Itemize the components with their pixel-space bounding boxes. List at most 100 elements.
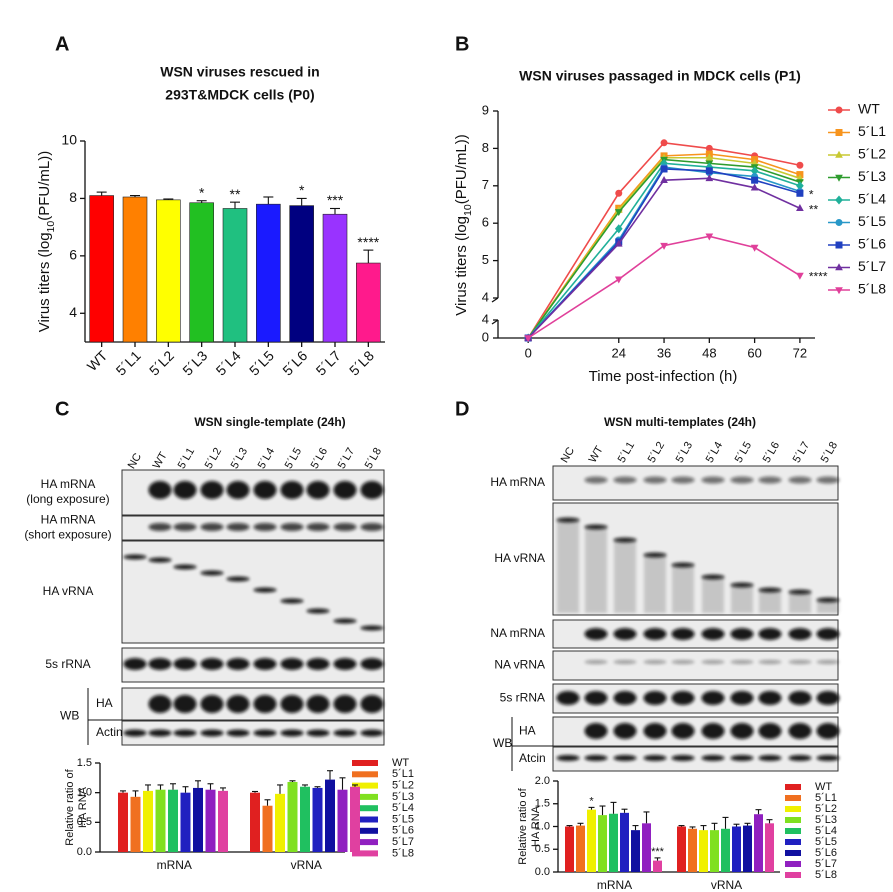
y-axis-label: Relative ratio of xyxy=(64,768,76,845)
band xyxy=(173,695,197,713)
y-tick-label: 5 xyxy=(482,252,489,267)
bar xyxy=(275,793,285,852)
band xyxy=(280,658,304,670)
band xyxy=(333,695,357,713)
significance: * xyxy=(299,182,305,198)
significance: * xyxy=(809,187,814,201)
marker xyxy=(796,181,804,191)
band xyxy=(816,660,840,664)
legend-swatch xyxy=(785,795,801,801)
bar xyxy=(631,830,640,872)
smear xyxy=(557,520,579,613)
smear xyxy=(672,565,694,613)
band xyxy=(306,608,330,614)
legend-swatch xyxy=(352,850,378,857)
row-label: HA vRNA xyxy=(494,551,545,565)
significance: ** xyxy=(809,202,819,216)
legend-label: 5´L8 xyxy=(858,281,886,297)
significance: **** xyxy=(357,234,379,250)
legend-swatch xyxy=(352,760,378,766)
band xyxy=(333,481,357,499)
band xyxy=(360,658,384,670)
y-tick-label: 0.0 xyxy=(77,846,92,858)
row-label: 5s rRNA xyxy=(500,691,545,705)
y-tick-label: 4 xyxy=(482,289,489,304)
band xyxy=(200,570,224,576)
bar xyxy=(193,787,203,852)
legend-swatch xyxy=(352,782,378,789)
band xyxy=(226,481,250,499)
band xyxy=(730,691,754,705)
marker xyxy=(705,153,714,161)
bar xyxy=(688,828,697,872)
band xyxy=(253,481,277,499)
y-tick-label: 10 xyxy=(61,132,77,148)
legend-swatch xyxy=(785,817,801,823)
band xyxy=(671,628,695,640)
y-tick-label: 1.5 xyxy=(77,757,92,769)
label-part: Virus titers (log xyxy=(36,232,53,332)
band xyxy=(701,574,725,580)
y-tick-label: 2.0 xyxy=(535,775,550,787)
wb-row-label: Atcin xyxy=(519,751,546,765)
band xyxy=(758,628,782,640)
x-tick-label: mRNA xyxy=(157,858,192,872)
bar xyxy=(168,789,178,852)
marker xyxy=(705,233,714,241)
legend-swatch xyxy=(785,806,801,812)
marker xyxy=(660,158,668,168)
band xyxy=(643,476,667,484)
legend-label: 5´L5 xyxy=(815,836,837,848)
x-tick-label: 48 xyxy=(702,345,716,360)
band xyxy=(758,660,782,664)
band xyxy=(788,755,812,761)
y-tick-label: 0.0 xyxy=(535,866,550,878)
marker xyxy=(705,174,714,182)
marker xyxy=(751,176,759,184)
bar xyxy=(642,823,651,872)
band xyxy=(173,564,197,570)
axis-break xyxy=(491,297,499,303)
band xyxy=(701,476,725,484)
bar xyxy=(609,813,618,872)
blot-title: WSN single-template (24h) xyxy=(194,415,345,429)
blot-title: WSN multi-templates (24h) xyxy=(604,415,756,429)
y-tick-label: 6 xyxy=(69,247,77,263)
bar xyxy=(587,809,596,872)
band xyxy=(173,523,197,531)
marker xyxy=(796,272,804,280)
y-tick-label: 8 xyxy=(69,189,77,205)
blot-panel xyxy=(121,540,385,644)
bar xyxy=(356,262,381,343)
row-label: (short exposure) xyxy=(24,528,111,542)
band xyxy=(584,476,608,484)
marker xyxy=(835,150,843,158)
band xyxy=(226,695,250,713)
band xyxy=(556,691,580,705)
band xyxy=(253,523,277,531)
band xyxy=(148,658,172,670)
smear xyxy=(585,527,607,613)
smear xyxy=(817,600,839,613)
band xyxy=(613,723,637,739)
band xyxy=(148,695,172,713)
y-axis-label: Relative ratio of xyxy=(517,787,529,864)
marker xyxy=(835,263,843,271)
x-tick-label: 0 xyxy=(525,345,532,360)
band xyxy=(280,598,304,604)
series-line xyxy=(527,177,801,339)
legend-swatch xyxy=(352,805,378,812)
panel-label: C xyxy=(55,398,69,420)
band xyxy=(730,755,754,761)
smear xyxy=(644,555,666,613)
bar xyxy=(262,805,273,852)
band xyxy=(333,618,357,624)
band xyxy=(730,723,754,739)
legend-label: 5´L7 xyxy=(858,258,886,274)
axis-break xyxy=(491,319,499,325)
bar xyxy=(122,196,148,343)
band xyxy=(306,658,330,670)
bar xyxy=(677,826,686,872)
marker xyxy=(524,335,533,343)
band xyxy=(730,628,754,640)
